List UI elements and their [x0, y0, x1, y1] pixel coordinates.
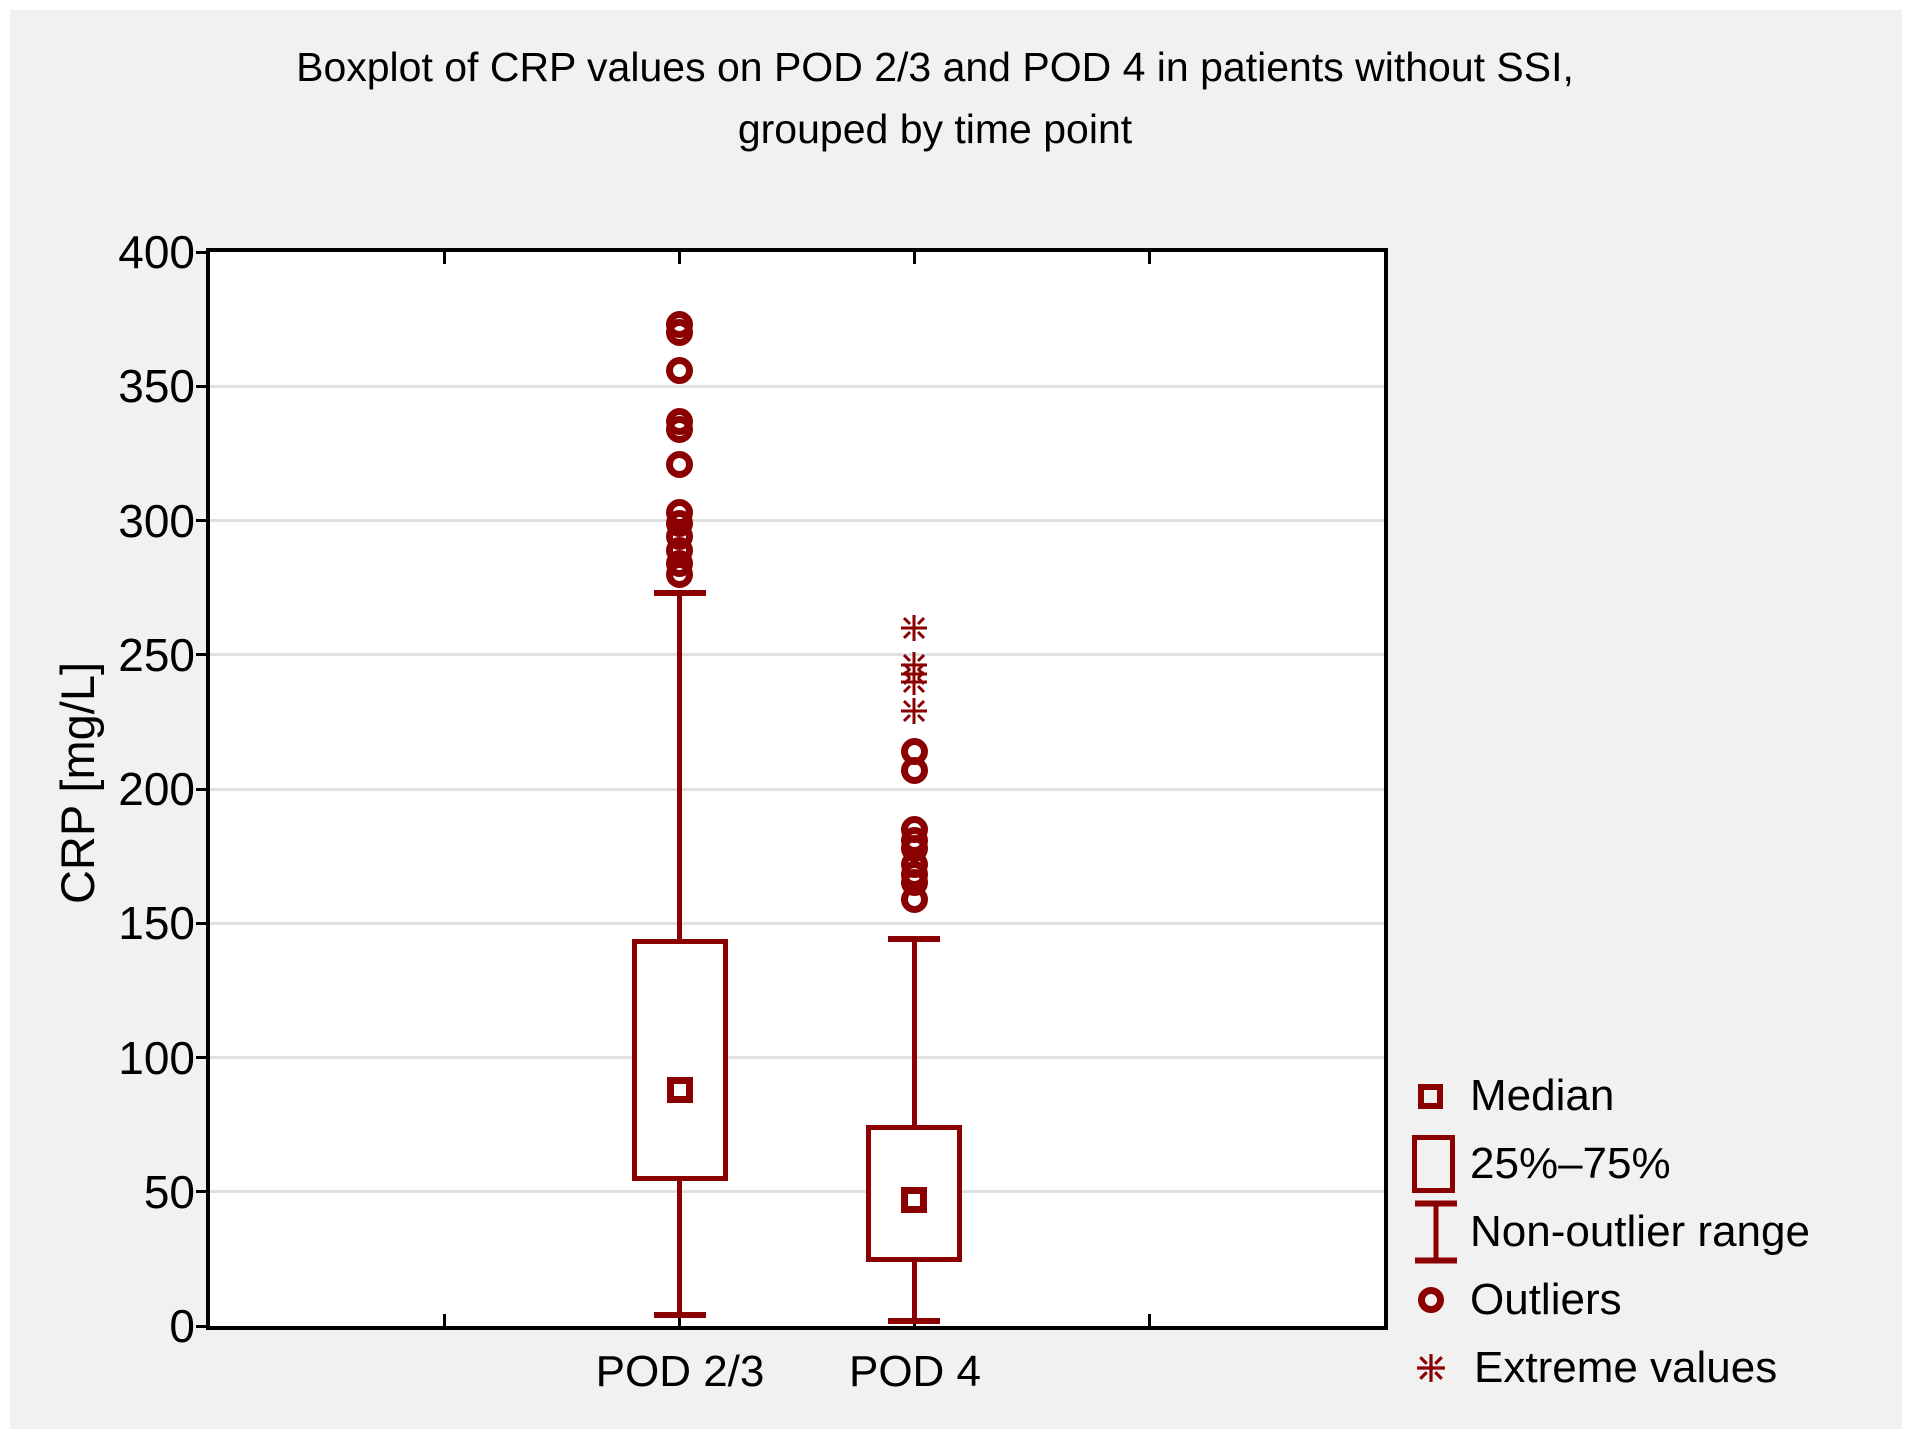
x-tick-bottom [678, 1314, 682, 1326]
outlier-marker [666, 356, 694, 384]
x-category-label-pod4: POD 4 [848, 1347, 982, 1396]
x-tick-bottom [443, 1314, 447, 1326]
legend-item-median: Median [1412, 1062, 1912, 1130]
boxplot-box [631, 939, 728, 1181]
y-tick-label: 250 [118, 628, 195, 681]
y-tick-label: 350 [118, 360, 195, 413]
y-tick [196, 250, 206, 254]
legend: Median 25%–75% Non-outlier range Outlier… [1412, 1062, 1912, 1402]
outlier-marker [900, 737, 928, 765]
extreme-marker [901, 614, 928, 641]
y-tick [196, 1056, 206, 1059]
extreme-marker [901, 652, 928, 679]
boxplot-whisker-lower [911, 1261, 917, 1321]
median-square-icon [1412, 1083, 1470, 1109]
outlier-marker [900, 815, 928, 843]
legend-label: Outliers [1470, 1275, 1622, 1324]
outlier-marker [666, 498, 694, 526]
chart-title-line-2: grouped by time point [737, 106, 1133, 152]
legend-label: Extreme values [1474, 1343, 1778, 1392]
extreme-marker [901, 698, 928, 725]
x-tick-top [678, 252, 682, 264]
gridline [210, 384, 1384, 388]
chart-title: Boxplot of CRP values on POD 2/3 and POD… [170, 36, 1700, 160]
y-tick [196, 384, 206, 388]
y-tick [196, 921, 206, 925]
boxplot-median-marker [901, 1186, 928, 1213]
y-tick-label: 100 [118, 1031, 195, 1084]
y-tick [196, 787, 206, 791]
whisker-range-icon [1412, 1200, 1470, 1264]
gridline [210, 1190, 1384, 1194]
gridline [210, 519, 1384, 522]
y-tick [196, 1190, 206, 1194]
boxplot-whisker-cap-top [888, 936, 941, 943]
x-tick-top [912, 252, 916, 264]
boxplot-whisker-cap-top [653, 589, 706, 596]
y-tick [196, 653, 206, 657]
y-tick [196, 1324, 206, 1328]
legend-item-extreme-values: Extreme values [1412, 1334, 1912, 1402]
plot-area [206, 248, 1388, 1330]
legend-item-iqr: 25%–75% [1412, 1130, 1912, 1198]
gridline [210, 787, 1384, 791]
chart-title-line-1: Boxplot of CRP values on POD 2/3 and POD… [296, 44, 1574, 90]
outlier-marker [666, 450, 694, 478]
y-tick [196, 519, 206, 522]
y-tick-label: 50 [143, 1165, 195, 1218]
boxplot-whisker-lower [677, 1181, 683, 1316]
y-tick-label: 400 [118, 226, 195, 278]
y-tick-label: 300 [118, 494, 195, 547]
outlier-marker [666, 407, 694, 435]
gridline [210, 653, 1384, 657]
legend-item-nonoutlier-range: Non-outlier range [1412, 1198, 1912, 1266]
boxplot-median-marker [666, 1076, 693, 1103]
extreme-asterisk-icon [1416, 1353, 1474, 1383]
boxplot-whisker-cap-bottom [888, 1317, 941, 1324]
boxplot-whisker-cap-bottom [653, 1312, 706, 1319]
x-category-label-pod23: POD 2/3 [595, 1347, 765, 1396]
x-tick-top [1147, 252, 1151, 264]
legend-label: Median [1470, 1071, 1615, 1120]
legend-label: 25%–75% [1470, 1139, 1671, 1188]
outlier-circle-icon [1412, 1287, 1470, 1313]
legend-label: Non-outlier range [1470, 1207, 1810, 1256]
y-tick-label: 0 [169, 1300, 195, 1352]
x-tick-bottom [1147, 1314, 1151, 1326]
y-tick-label: 200 [118, 763, 195, 815]
gridline [210, 921, 1384, 925]
boxplot-whisker-upper [911, 939, 917, 1125]
gridline [210, 1056, 1384, 1059]
legend-item-outliers: Outliers [1412, 1266, 1912, 1334]
outlier-marker [666, 310, 694, 338]
x-tick-top [443, 252, 447, 264]
boxplot-whisker-upper [677, 592, 683, 940]
y-tick-label: 150 [118, 897, 195, 950]
iqr-box-icon [1412, 1135, 1470, 1193]
